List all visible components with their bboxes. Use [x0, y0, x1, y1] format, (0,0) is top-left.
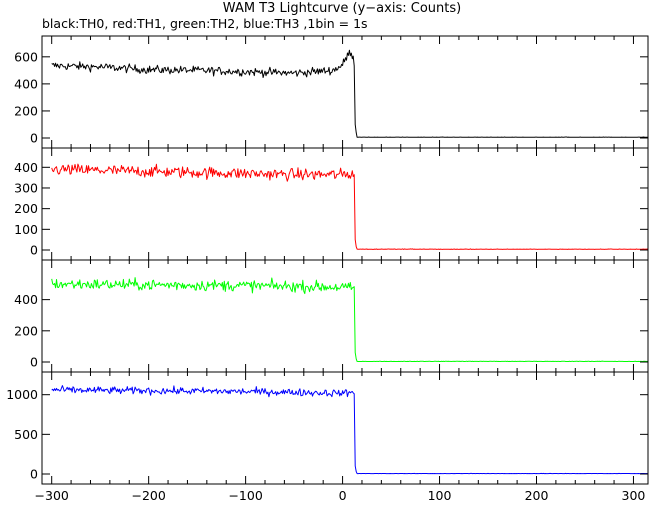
x-tick-label: 200 [525, 488, 549, 503]
chart-subtitle: black:TH0, red:TH1, green:TH2, blue:TH3 … [42, 16, 368, 31]
series-line-th2 [51, 277, 649, 362]
series-line-th1 [51, 163, 649, 250]
y-tick-label: 0 [30, 243, 38, 258]
y-tick-label: 400 [14, 76, 38, 91]
x-tick-label: −200 [131, 488, 165, 503]
series-line-th0 [51, 49, 649, 138]
y-tick-label: 0 [30, 467, 38, 482]
panel-frame [41, 35, 649, 149]
panel-th0: 0 200 400 600 [14, 35, 649, 149]
y-tick-label: 200 [14, 201, 38, 216]
panel-frame [41, 371, 649, 485]
y-tick-label: 400 [14, 292, 38, 307]
panels-group: 02004006000100200300400020040005001000−3… [6, 35, 649, 503]
y-tick-label: 600 [14, 49, 38, 64]
x-tick-label: 100 [428, 488, 452, 503]
y-tick-label: 200 [14, 103, 38, 118]
x-tick-label: 0 [339, 488, 347, 503]
y-tick-label: 300 [14, 180, 38, 195]
panel-frame [41, 147, 649, 261]
y-tick-label: 0 [30, 355, 38, 370]
panel-frame [41, 259, 649, 373]
y-tick-label: 0 [30, 131, 38, 146]
x-tick-label: 300 [622, 488, 646, 503]
y-tick-label: 400 [14, 160, 38, 175]
panel-th1: 0 100 200 300 400 [14, 147, 649, 261]
y-tick-label: 200 [14, 323, 38, 338]
x-tick-label: −300 [35, 488, 69, 503]
panel-th3: 0 500 1000 [6, 371, 649, 485]
panel-th2: 0 200 400 [14, 259, 649, 373]
x-tick-label: −100 [228, 488, 262, 503]
y-tick-label: 1000 [6, 387, 38, 402]
y-tick-label: 500 [14, 427, 38, 442]
chart-title: WAM T3 Lightcurve (y−axis: Counts) [223, 1, 461, 16]
y-tick-label: 100 [14, 222, 38, 237]
series-line-th3 [51, 385, 648, 475]
